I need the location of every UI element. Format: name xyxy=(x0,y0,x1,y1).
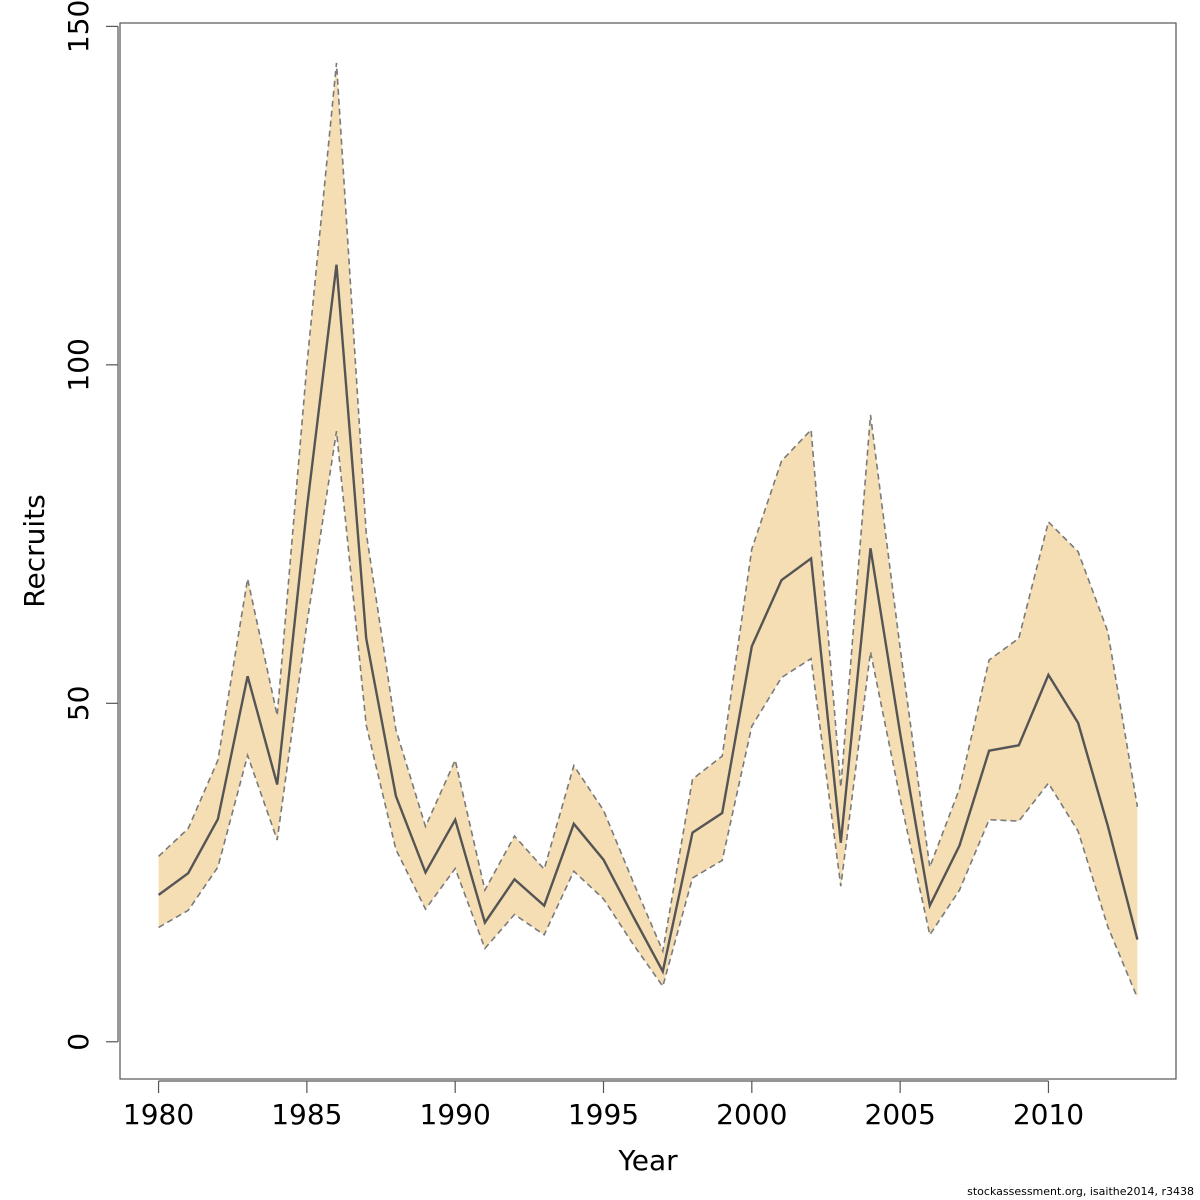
x-tick-label: 1985 xyxy=(271,1098,342,1131)
lower-bound-line xyxy=(158,431,1139,999)
x-tick-label: 2005 xyxy=(865,1098,936,1131)
upper-bound-line xyxy=(158,62,1139,954)
y-axis-title: Recruits xyxy=(18,494,51,607)
x-tick-label: 1995 xyxy=(568,1098,639,1131)
x-tick-label: 2000 xyxy=(716,1098,787,1131)
estimate-line xyxy=(157,264,1139,975)
y-tick-label: 50 xyxy=(62,685,95,721)
y-tick-label: 100 xyxy=(62,338,95,391)
plot-frame xyxy=(119,22,1177,1080)
y-axis: 0 50 100 150 xyxy=(62,0,119,1051)
y-tick-label: 0 xyxy=(62,1033,95,1051)
x-tick-label: 2010 xyxy=(1013,1098,1084,1131)
x-tick-label: 1990 xyxy=(420,1098,491,1131)
y-tick-label: 150 xyxy=(62,0,95,53)
confidence-band xyxy=(158,62,1138,998)
x-axis-title: Year xyxy=(617,1144,678,1177)
x-axis: 1980 1985 1990 1995 2000 2005 2010 xyxy=(123,1080,1084,1131)
x-tick-label: 1980 xyxy=(123,1098,194,1131)
footnote: stockassessment.org, isaithe2014, r3438 xyxy=(967,1185,1194,1198)
